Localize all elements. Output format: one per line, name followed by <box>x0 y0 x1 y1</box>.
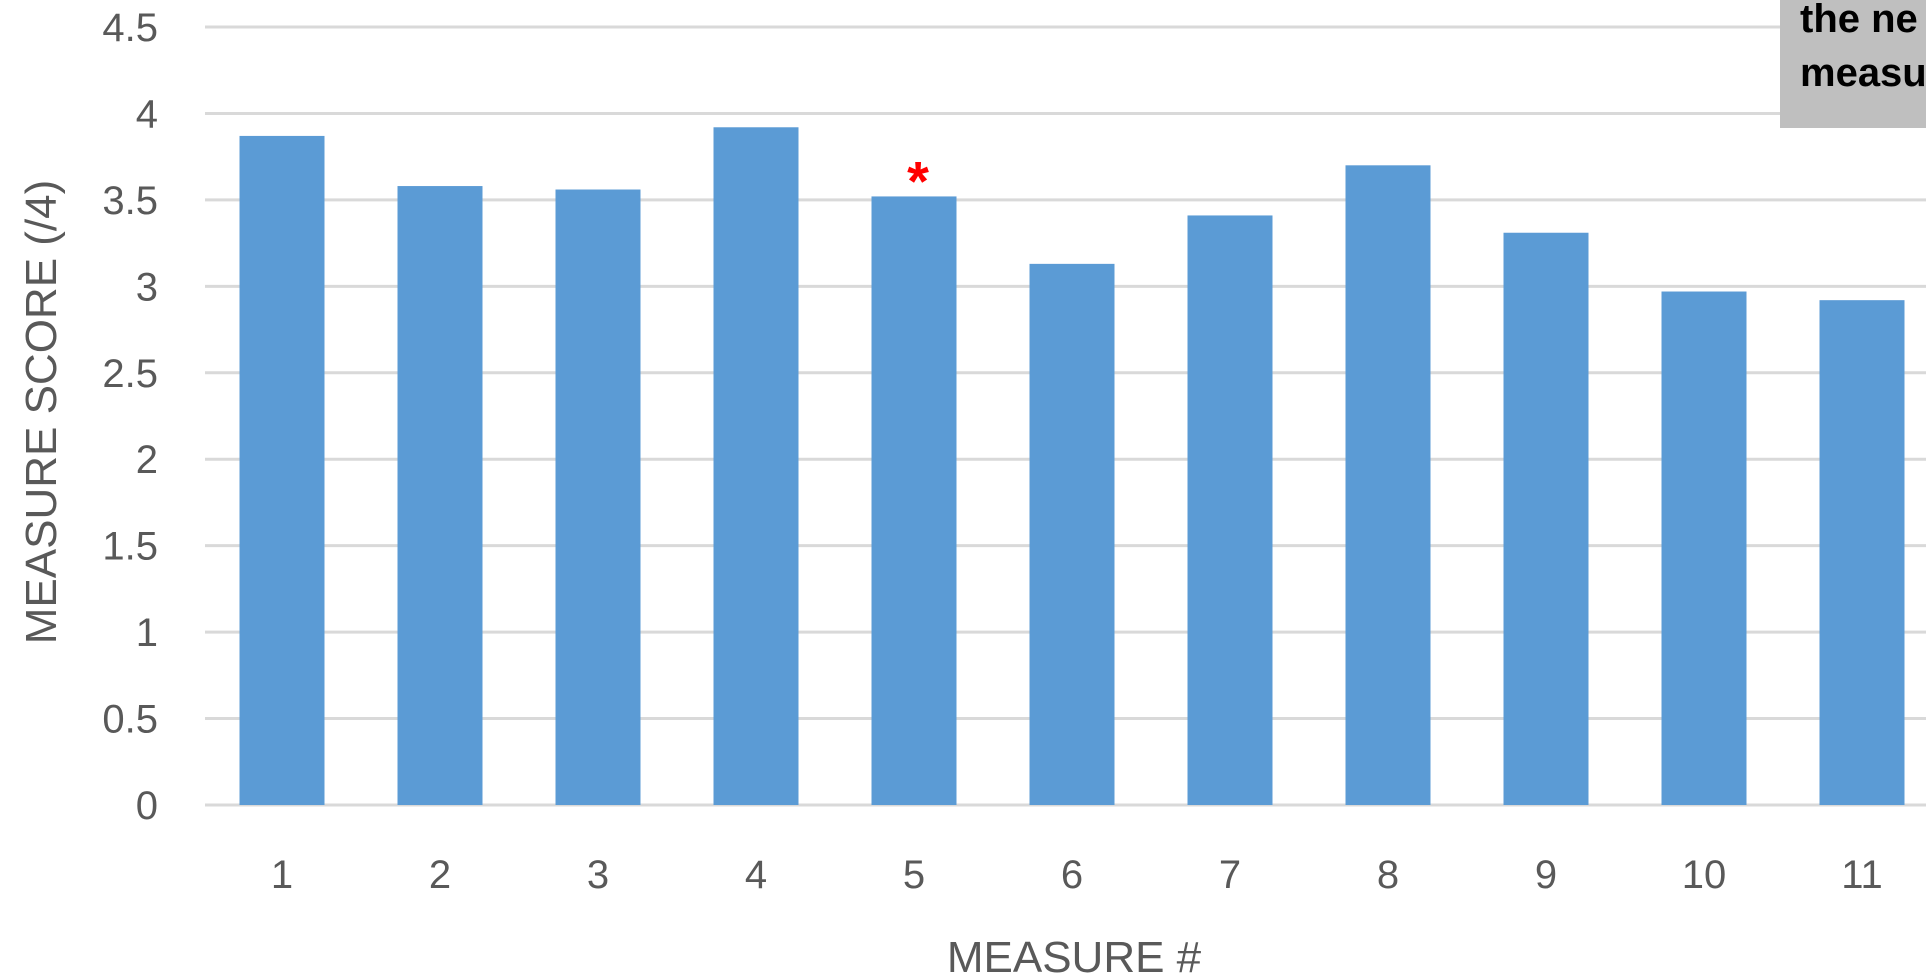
bar-4 <box>713 127 799 805</box>
bar-1 <box>239 135 325 806</box>
bar-2 <box>397 186 483 805</box>
y-tick-label: 4 <box>136 92 158 136</box>
y-tick-label: 0 <box>136 784 158 828</box>
y-tick-label: 1 <box>136 611 158 655</box>
x-tick-label: 4 <box>745 853 767 897</box>
significance-markers: * <box>907 149 929 212</box>
x-tick-label: 5 <box>903 853 925 897</box>
bar-8 <box>1345 165 1431 806</box>
bars <box>239 127 1905 806</box>
bar-9 <box>1503 232 1589 805</box>
x-tick-label: 10 <box>1682 853 1727 897</box>
y-tick-label: 2 <box>136 438 158 482</box>
x-axis-title: MEASURE # <box>947 933 1202 980</box>
asterisk-marker: * <box>907 149 929 212</box>
y-axis-title: MEASURE SCORE (/4) <box>17 180 66 645</box>
bar-3 <box>555 189 641 805</box>
bar-6 <box>1029 263 1115 805</box>
x-tick-label: 3 <box>587 853 609 897</box>
x-tick-label: 1 <box>271 853 293 897</box>
y-tick-label: 4.5 <box>102 6 158 50</box>
y-tick-label: 3.5 <box>102 179 158 223</box>
x-tick-label: 8 <box>1377 853 1399 897</box>
annotation-line-1: the ne <box>1800 0 1918 41</box>
bar-10 <box>1661 291 1747 805</box>
x-tick-label: 2 <box>429 853 451 897</box>
y-tick-label: 0.5 <box>102 698 158 742</box>
y-tick-label: 2.5 <box>102 352 158 396</box>
y-tick-label: 3 <box>136 265 158 309</box>
x-tick-label: 11 <box>1841 853 1883 897</box>
x-axis-tick-labels: 1 2 3 4 5 6 7 8 9 10 11 <box>271 853 1883 897</box>
x-tick-label: 9 <box>1535 853 1557 897</box>
annotation-box: the ne measu <box>1780 0 1926 128</box>
y-axis-tick-labels: 0 0.5 1 1.5 2 2.5 3 3.5 4 4.5 <box>102 6 158 828</box>
x-tick-label: 7 <box>1219 853 1241 897</box>
bar-11 <box>1819 300 1905 805</box>
bar-7 <box>1187 215 1273 806</box>
x-tick-label: 6 <box>1061 853 1083 897</box>
annotation-line-2: measu <box>1800 51 1926 95</box>
y-tick-label: 1.5 <box>102 525 158 569</box>
bar-5 <box>871 196 957 806</box>
